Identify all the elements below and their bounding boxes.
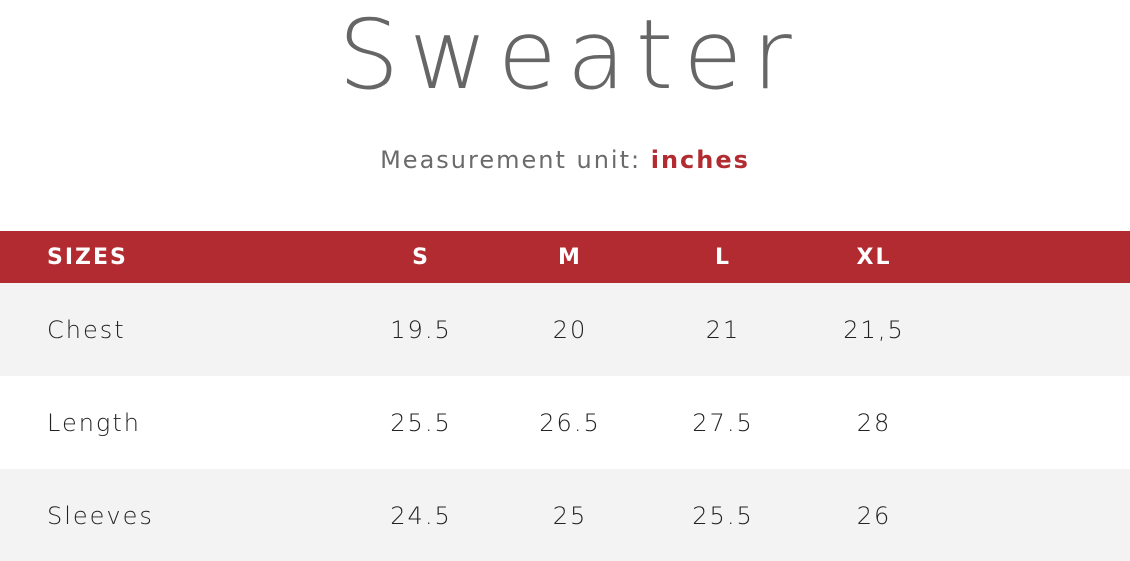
header-size-m: M [558,244,582,270]
size-chart-table: SIZES S M L XL Chest 19.5 20 21 21,5 Len… [0,231,1130,561]
table-cell: 19.5 [390,315,452,344]
table-cell: 26 [856,501,892,530]
table-cell: 28 [856,408,892,437]
table-header-row: SIZES S M L XL [0,231,1130,283]
table-cell: 27.5 [692,408,754,437]
table-cell: 25.5 [692,501,754,530]
table-row-sleeves: Sleeves 24.5 25 25.5 26 [0,469,1130,561]
header-size-l: L [714,244,732,270]
table-cell: 20 [552,315,588,344]
row-label: Chest [47,315,126,344]
header-sizes: SIZES [47,244,128,270]
row-label: Length [47,408,141,437]
measurement-unit-value: inches [650,146,750,174]
table-cell: 25.5 [390,408,452,437]
table-cell: 24.5 [390,501,452,530]
page-title: Sweater [338,0,802,111]
table-row-chest: Chest 19.5 20 21 21,5 [0,283,1130,376]
table-cell: 21,5 [843,315,905,344]
table-cell: 26.5 [539,408,601,437]
table-cell: 21 [705,315,741,344]
table-cell: 25 [552,501,588,530]
table-row-length: Length 25.5 26.5 27.5 28 [0,376,1130,469]
measurement-unit-label: Measurement unit: [380,146,642,174]
row-label: Sleeves [47,501,154,530]
header-size-s: S [412,244,430,270]
header-size-xl: XL [856,244,892,270]
measurement-unit-line: Measurement unit: inches [0,142,1130,178]
